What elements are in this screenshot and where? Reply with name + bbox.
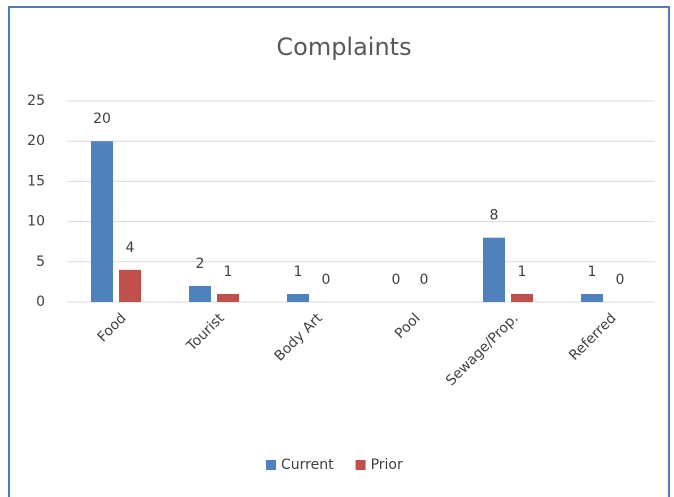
y-tick-label: 25 — [27, 93, 45, 109]
chart-frame — [8, 6, 670, 497]
data-label: 0 — [616, 272, 625, 288]
legend-label: Current — [281, 457, 334, 473]
data-label: 0 — [392, 272, 401, 288]
bar — [511, 293, 533, 302]
bar — [91, 141, 113, 302]
legend-swatch — [355, 460, 366, 470]
data-label: 2 — [196, 256, 205, 272]
data-label: 0 — [420, 272, 429, 288]
data-label: 4 — [126, 240, 135, 256]
y-tick-label: 15 — [27, 173, 45, 189]
bar — [189, 285, 211, 302]
y-tick-label: 20 — [27, 133, 45, 149]
legend-label: Prior — [371, 457, 403, 473]
y-tick-label: 10 — [27, 214, 45, 230]
data-label: 0 — [322, 272, 331, 288]
bar — [581, 293, 603, 302]
chart-title: Complaints — [276, 33, 411, 61]
bar — [217, 293, 239, 302]
bar — [119, 269, 141, 302]
y-tick-label: 0 — [36, 294, 45, 310]
data-label: 1 — [518, 264, 527, 280]
legend-swatch — [266, 460, 276, 470]
data-label: 1 — [294, 264, 303, 280]
data-label: 1 — [224, 264, 233, 280]
data-label: 8 — [490, 208, 499, 224]
bar — [483, 237, 505, 302]
data-label: 1 — [588, 264, 597, 280]
bar — [287, 293, 309, 302]
data-label: 20 — [93, 111, 111, 127]
y-tick-label: 5 — [36, 254, 45, 270]
